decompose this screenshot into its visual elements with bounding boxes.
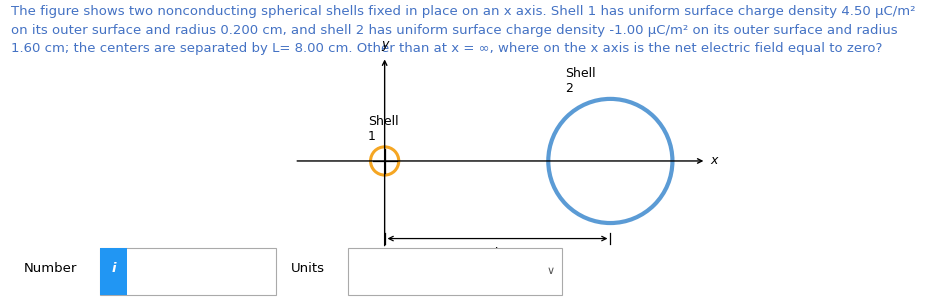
- FancyBboxPatch shape: [347, 248, 562, 295]
- FancyBboxPatch shape: [100, 248, 127, 295]
- Text: Shell
1: Shell 1: [367, 115, 398, 143]
- Text: y: y: [381, 38, 387, 51]
- Text: Units: Units: [290, 262, 325, 274]
- Text: Shell
2: Shell 2: [565, 67, 595, 95]
- Text: x: x: [710, 154, 717, 167]
- Text: i: i: [111, 262, 115, 274]
- Text: ∨: ∨: [546, 267, 554, 276]
- Text: L: L: [493, 246, 501, 259]
- Text: The figure shows two nonconducting spherical shells fixed in place on an x axis.: The figure shows two nonconducting spher…: [11, 5, 915, 55]
- Text: Number: Number: [24, 262, 77, 274]
- FancyBboxPatch shape: [100, 248, 276, 295]
